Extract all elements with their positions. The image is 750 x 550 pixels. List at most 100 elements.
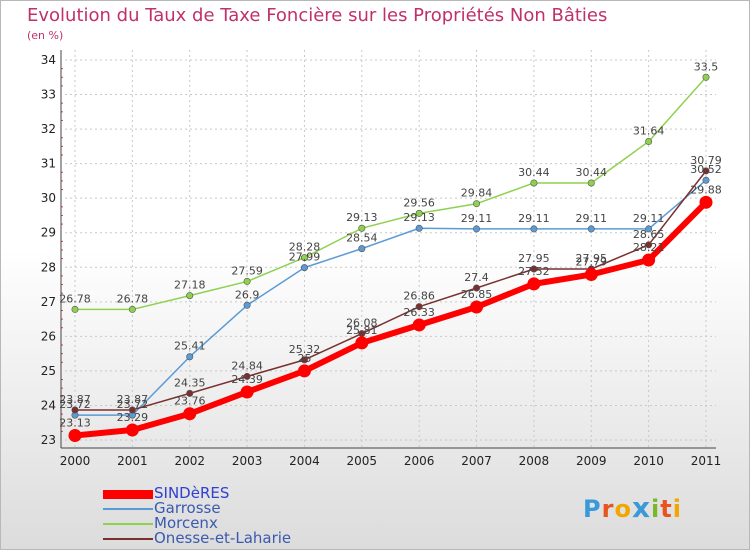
series-point-0 [584,268,598,282]
data-label: 23.87 [117,393,149,406]
y-tick-label: 33 [41,88,56,102]
unit-label: (en %) [27,29,64,42]
series-point-2 [358,224,366,232]
series-point-3 [530,265,538,273]
x-tick-label: 2006 [404,454,435,468]
data-label: 24.39 [231,373,263,386]
series-point-0 [355,336,369,350]
legend-label: Morcenx [154,514,218,532]
x-tick-label: 2005 [347,454,378,468]
legend-label: Garrosse [154,499,221,517]
series-point-2 [473,200,481,208]
series-point-2 [243,277,251,285]
data-label: 30.52 [690,163,722,176]
series-point-2 [645,138,653,146]
data-label: 23.76 [174,395,206,408]
series-point-1 [243,301,251,309]
data-label: 26.33 [403,306,435,319]
series-point-1 [587,225,595,233]
series-point-3 [415,303,423,311]
data-label: 28.21 [633,241,665,254]
data-label: 23.29 [117,411,149,424]
series-point-2 [702,73,710,81]
data-label: 24.35 [174,376,206,389]
data-label: 29.11 [461,212,493,225]
y-tick-label: 25 [41,364,56,378]
series-point-3 [186,389,194,397]
series-point-0 [125,423,139,437]
data-label: 25.32 [289,343,321,356]
legend-swatch [103,508,153,510]
y-tick-label: 29 [41,226,56,240]
data-label: 30.79 [690,154,722,167]
x-tick-label: 2004 [289,454,320,468]
data-label: 27.59 [231,264,263,277]
data-label: 31.64 [633,125,665,138]
series-point-3 [702,167,710,175]
x-tick-label: 2008 [519,454,550,468]
proxiti-logo: Proxiti [583,491,682,524]
series-point-3 [473,284,481,292]
y-tick-label: 23 [41,433,56,447]
x-tick-label: 2003 [232,454,263,468]
series-point-1 [415,224,423,232]
data-label: 23.13 [59,417,91,430]
data-label: 26.9 [235,288,260,301]
series-point-0 [527,277,541,291]
data-label: 23.72 [59,398,91,411]
series-point-2 [128,305,136,313]
x-tick-label: 2000 [60,454,91,468]
x-tick-label: 2011 [691,454,722,468]
chart-title: Evolution du Taux de Taxe Foncière sur l… [27,5,608,26]
data-label: 30.44 [576,166,608,179]
data-label: 27.79 [576,256,608,269]
data-label: 27.52 [518,265,550,278]
series-point-0 [699,195,713,209]
y-tick-label: 24 [41,398,56,412]
y-tick-label: 26 [41,329,56,343]
series-point-1 [358,245,366,253]
series-point-3 [128,406,136,414]
series-line-1 [75,179,707,416]
series-point-2 [587,179,595,187]
data-label: 29.88 [690,183,722,196]
series-point-1 [473,225,481,233]
x-tick-label: 2007 [461,454,492,468]
data-label: 28.65 [633,228,665,241]
data-label: 29.11 [518,212,550,225]
data-label: 26.08 [346,317,378,330]
data-label: 33.5 [694,60,719,73]
data-label: 29.56 [403,196,435,209]
series-point-0 [297,364,311,378]
data-label: 27.95 [518,252,550,265]
data-label: 29.13 [346,211,378,224]
data-label: 23.87 [59,393,91,406]
y-tick-label: 34 [41,53,56,67]
series-point-1 [702,176,710,184]
series-point-2 [415,209,423,217]
data-label: 30.44 [518,166,550,179]
x-tick-label: 2001 [117,454,148,468]
data-labels: 23.13 23.29 23.76 24.39 25 25.81 26.33 26.85 27.… [59,60,722,429]
legend-swatch [103,523,153,525]
series-point-2 [530,179,538,187]
series-point-3 [243,372,251,380]
series-point-0 [183,407,197,421]
series-point-1 [186,353,194,361]
data-label: 25 [297,352,311,365]
series-line-3 [75,170,707,411]
y-tick-label: 28 [41,260,56,274]
data-label: 25.81 [346,324,378,337]
series-lines [68,73,713,443]
data-label: 28.28 [289,241,321,254]
x-tick-label: 2010 [633,454,664,468]
y-tick-label: 30 [41,191,56,205]
series-point-2 [186,292,194,300]
series-point-0 [470,300,484,314]
series-line-0 [74,200,709,439]
grid [65,50,716,448]
y-tick-label: 31 [41,157,56,171]
series-point-1 [300,264,308,272]
